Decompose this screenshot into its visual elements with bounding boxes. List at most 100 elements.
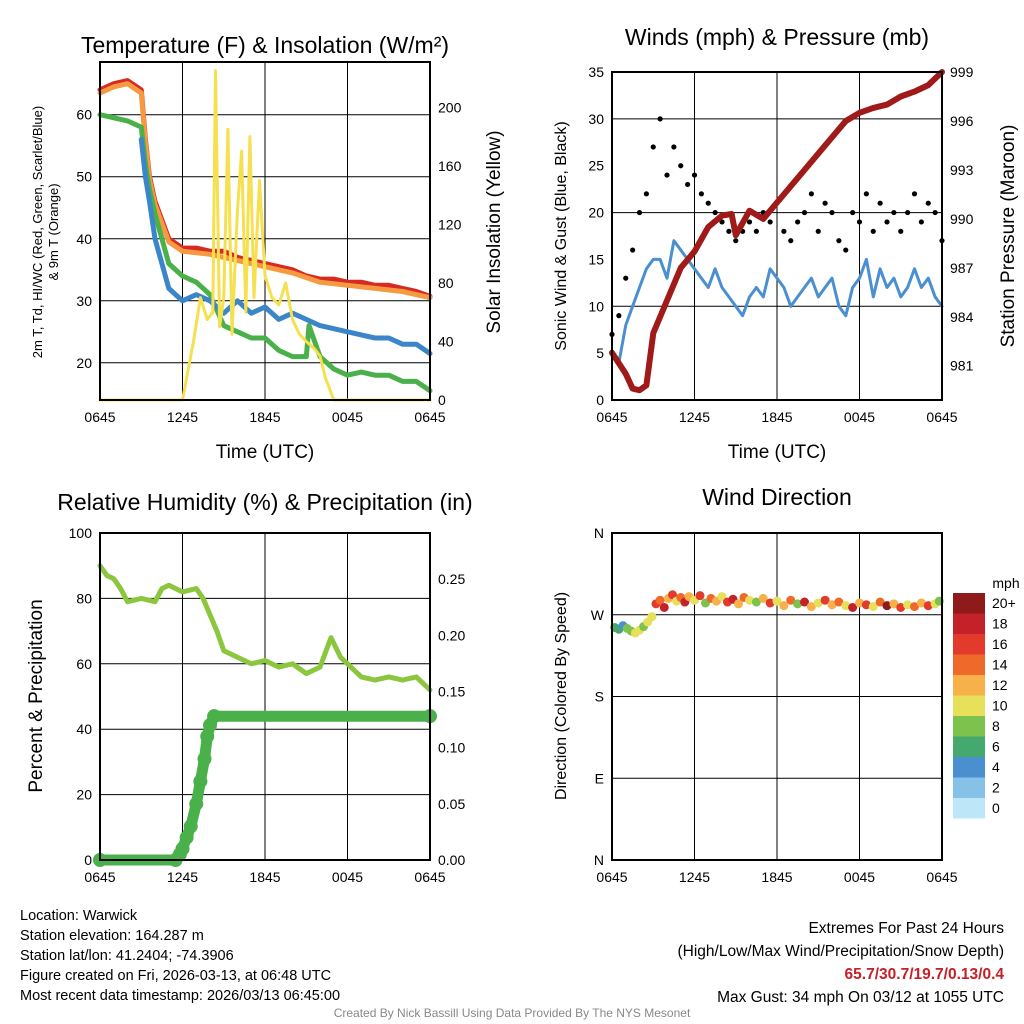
- y-tick-label: 40: [76, 721, 92, 737]
- gust-point: [815, 228, 821, 234]
- direction-point: [751, 597, 761, 607]
- latlon-text: Station lat/lon: 41.2404; -74.3906: [20, 948, 234, 964]
- colorbar-label: 4: [992, 759, 1000, 775]
- gust-point: [829, 209, 835, 216]
- direction-point: [659, 602, 669, 612]
- y2-tick-label: 0: [438, 392, 446, 408]
- y-tick-label: 15: [588, 251, 604, 267]
- gust-point: [898, 228, 904, 234]
- direction-point: [896, 602, 906, 612]
- direction-point: [647, 612, 657, 622]
- gust-point: [664, 172, 670, 178]
- y-tick-label: 20: [76, 787, 92, 803]
- x-tick-label: 0645: [596, 869, 627, 885]
- extremes-values: 65.7/30.7/19.7/0.13/0.4: [844, 966, 1004, 983]
- precip-point: [175, 841, 190, 856]
- chart-title: Relative Humidity (%) & Precipitation (i…: [57, 489, 472, 515]
- y-tick-label: E: [595, 770, 604, 786]
- y2-tick-label: 0.15: [438, 683, 465, 699]
- colorbar-swatch: [953, 675, 985, 696]
- recent-data-text: Most recent data timestamp: 2026/03/13 0…: [20, 988, 341, 1004]
- x-tick-label: 0045: [332, 869, 363, 885]
- y2-tick-label: 993: [950, 162, 974, 178]
- gust-point: [856, 219, 863, 225]
- chart-title: Temperature (F) & Insolation (W/m²): [81, 32, 449, 58]
- x-tick-label: 1245: [167, 409, 198, 425]
- direction-point: [786, 595, 796, 605]
- extremes-box: Extremes For Past 24 Hours (High/Low/Max…: [678, 917, 1005, 1009]
- gust-point: [753, 228, 759, 234]
- gust-point: [863, 191, 869, 197]
- direction-point: [668, 590, 677, 600]
- colorbar-label: 6: [992, 739, 1000, 755]
- gust-point: [843, 247, 849, 253]
- y-axis-label: Percent & Precipitation: [26, 599, 47, 792]
- y-tick-label: 20: [76, 355, 92, 371]
- y2-axis-label: Station Pressure (Maroon): [998, 125, 1019, 348]
- x-tick-label: 0645: [84, 869, 115, 885]
- colorbar-label: 2: [992, 780, 1000, 796]
- series-relative-humidity: [97, 563, 433, 693]
- colorbar-label: 14: [992, 657, 1008, 673]
- colorbar-label: 10: [992, 698, 1008, 714]
- y2-tick-label: 160: [438, 158, 462, 174]
- direction-point: [793, 599, 803, 609]
- y-tick-label: 100: [69, 525, 93, 541]
- direction-point: [868, 602, 878, 612]
- y-axis-label: Direction (Colored By Speed): [553, 592, 570, 800]
- x-tick-label: 0645: [414, 409, 445, 425]
- x-tick-label: 0045: [332, 409, 363, 425]
- gust-point: [808, 191, 814, 197]
- colorbar-swatch: [953, 716, 985, 737]
- y-tick-label: S: [595, 689, 604, 705]
- plot-border: [611, 532, 943, 861]
- gust-point: [781, 228, 787, 234]
- y-tick-label: N: [594, 852, 604, 868]
- y-tick-label: 60: [76, 656, 92, 672]
- y-tick-label: 0: [84, 852, 92, 868]
- y2-tick-label: 0.00: [438, 852, 465, 868]
- colorbar-label: 18: [992, 616, 1008, 632]
- colorbar-label: 20+: [992, 595, 1016, 611]
- y-tick-label: 5: [596, 345, 604, 361]
- precip-point: [179, 830, 194, 845]
- direction-point: [813, 598, 823, 608]
- y-axis-label-line2: & 9m T (Orange): [46, 183, 61, 280]
- gust-point: [643, 191, 649, 197]
- precip-point: [200, 729, 215, 744]
- x-tick-label: 1845: [761, 869, 792, 885]
- gust-point: [657, 116, 663, 122]
- precip-point: [207, 709, 222, 724]
- y2-tick-label: 996: [950, 113, 974, 129]
- location-text: Location: Warwick: [20, 908, 138, 924]
- gust-point: [932, 209, 938, 216]
- gust-point: [822, 200, 828, 206]
- humidity-panel: 0645 1245 1845 0045 06450204060801000.000.05…: [26, 489, 473, 885]
- x-tick-label: 0045: [844, 869, 875, 885]
- series-sonic-wind: [610, 239, 944, 364]
- direction-point: [800, 597, 809, 607]
- colorbar-label: 16: [992, 636, 1008, 652]
- gust-point: [788, 238, 794, 244]
- y-tick-label: N: [594, 525, 604, 541]
- direction-point: [758, 593, 768, 603]
- plot-border: [99, 61, 431, 401]
- y-tick-label: 50: [76, 169, 92, 185]
- y2-tick-label: 120: [438, 216, 462, 232]
- gust-point: [630, 247, 636, 253]
- y-tick-label: 20: [588, 205, 604, 221]
- direction-point: [834, 597, 844, 607]
- direction-point: [734, 599, 743, 609]
- y2-axis-label: Solar Insolation (Yellow): [484, 130, 505, 333]
- y2-tick-label: 40: [438, 333, 454, 349]
- precip-point: [183, 819, 198, 834]
- direction-point: [916, 598, 926, 608]
- gust-point: [877, 200, 883, 206]
- y-axis-label: Sonic Wind & Gust (Blue, Black): [553, 121, 570, 350]
- y-axis-label: 2m T, Td, HI/WC (Red, Green, Scarlet/Blu…: [30, 106, 45, 358]
- direction-point: [903, 600, 913, 610]
- colorbar-swatch: [953, 777, 985, 798]
- x-tick-label: 1245: [167, 869, 198, 885]
- created-text: Figure created on Fri, 2026-03-13, at 06…: [20, 968, 332, 984]
